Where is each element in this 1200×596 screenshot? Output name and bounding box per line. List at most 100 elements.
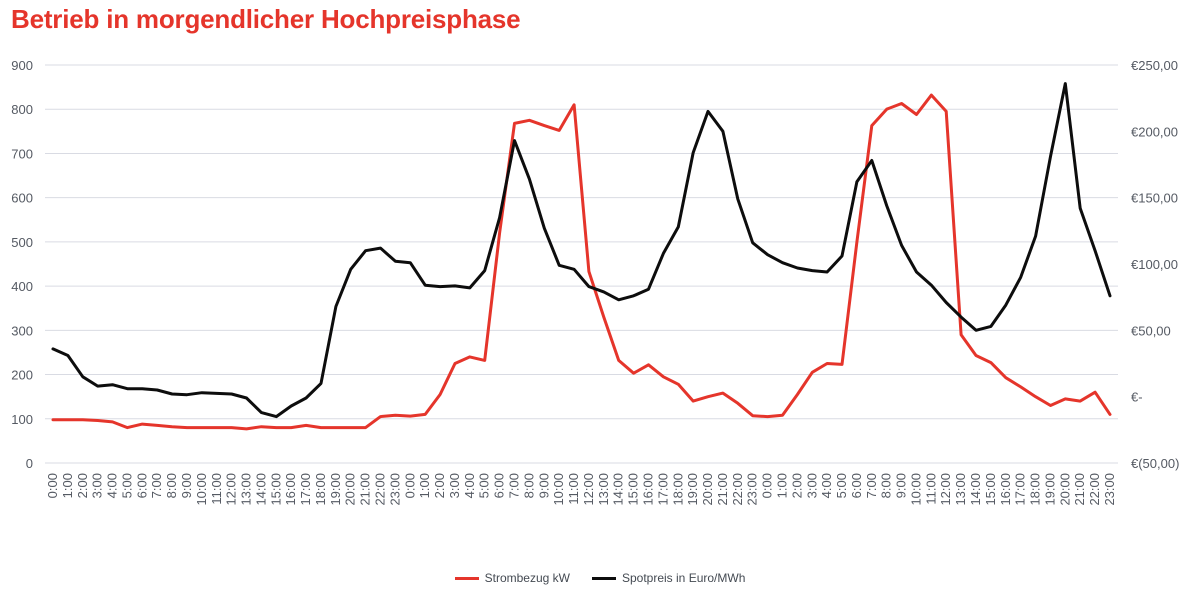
y-left-tick-label: 800 <box>11 102 33 117</box>
x-tick-label: 0:00 <box>45 473 60 498</box>
gridlines <box>45 64 1118 464</box>
x-tick-label: 3:00 <box>447 473 462 498</box>
x-tick-label: 6:00 <box>134 473 149 498</box>
x-tick-label: 18:00 <box>1028 473 1043 506</box>
legend-swatch-spotpreis <box>591 576 616 580</box>
y-right-tick-label: €200,00 <box>1131 124 1178 139</box>
x-tick-label: 17:00 <box>1013 473 1028 506</box>
x-tick-label: 21:00 <box>358 473 373 506</box>
x-tick-label: 15:00 <box>268 473 283 506</box>
x-tick-label: 9:00 <box>536 473 551 498</box>
series-line-spotpreis <box>51 82 1112 419</box>
y-right-tick-label: €150,00 <box>1131 191 1178 206</box>
x-tick-label: 14:00 <box>611 473 626 506</box>
x-tick-label: 19:00 <box>1042 473 1057 506</box>
x-tick-label: 1:00 <box>417 473 432 498</box>
y-left-tick-label: 400 <box>11 279 33 294</box>
y-right-tick-label: €- <box>1131 390 1143 405</box>
x-tick-label: 13:00 <box>953 473 968 506</box>
x-tick-label: 13:00 <box>596 473 611 506</box>
x-tick-label: 16:00 <box>283 473 298 506</box>
x-tick-label: 21:00 <box>715 473 730 506</box>
legend-label-spotpreis: Spotpreis in Euro/MWh <box>621 571 746 585</box>
x-tick-label: 23:00 <box>745 473 760 506</box>
legend-item-strombezug: Strombezug kW <box>454 571 570 585</box>
x-tick-label: 11:00 <box>923 473 938 505</box>
x-tick-label: 7:00 <box>149 473 164 498</box>
x-tick-label: 16:00 <box>998 473 1013 506</box>
x-tick-label: 5:00 <box>477 473 492 498</box>
x-tick-label: 16:00 <box>640 473 655 506</box>
x-tick-label: 19:00 <box>328 473 343 506</box>
x-tick-label: 13:00 <box>239 473 254 506</box>
y-left-tick-label: 200 <box>11 368 33 383</box>
x-tick-label: 11:00 <box>209 473 224 505</box>
y-right-tick-label: €250,00 <box>1131 58 1178 73</box>
left-axis-ticks: 0 100 200 300 400 500 600 700 800 900 <box>11 58 33 471</box>
x-tick-label: 6:00 <box>849 473 864 498</box>
y-left-tick-label: 900 <box>11 58 33 73</box>
x-tick-label: 14:00 <box>968 473 983 506</box>
x-tick-label: 9:00 <box>894 473 909 498</box>
x-tick-label: 10:00 <box>194 473 209 506</box>
y-right-tick-label: €(50,00) <box>1131 456 1179 471</box>
x-tick-label: 4:00 <box>819 473 834 498</box>
x-tick-label: 15:00 <box>983 473 998 506</box>
x-tick-label: 22:00 <box>730 473 745 506</box>
x-tick-label: 17:00 <box>298 473 313 506</box>
x-tick-label: 22:00 <box>1087 473 1102 506</box>
x-tick-label: 1:00 <box>60 473 75 498</box>
x-tick-label: 18:00 <box>670 473 685 506</box>
y-left-tick-label: 300 <box>11 323 33 338</box>
y-right-tick-label: €50,00 <box>1131 323 1171 338</box>
x-tick-label: 9:00 <box>179 473 194 498</box>
x-tick-label: 6:00 <box>492 473 507 498</box>
x-tick-label: 2:00 <box>789 473 804 498</box>
x-tick-label: 23:00 <box>387 473 402 506</box>
legend-swatch-strombezug <box>454 576 479 580</box>
x-tick-label: 22:00 <box>373 473 388 506</box>
x-tick-label: 21:00 <box>1072 473 1087 506</box>
x-tick-label: 5:00 <box>834 473 849 498</box>
x-tick-label: 10:00 <box>908 473 923 506</box>
x-tick-label: 11:00 <box>566 473 581 505</box>
x-tick-label: 0:00 <box>402 473 417 498</box>
x-tick-label: 12:00 <box>938 473 953 506</box>
y-left-tick-label: 700 <box>11 146 33 161</box>
x-tick-label: 4:00 <box>105 473 120 498</box>
x-tick-label: 15:00 <box>626 473 641 506</box>
x-tick-label: 0:00 <box>760 473 775 498</box>
legend: Strombezug kW Spotpreis in Euro/MWh <box>0 571 1200 585</box>
x-tick-label: 12:00 <box>224 473 239 506</box>
right-axis-ticks: €(50,00) €- €50,00 €100,00 €150,00 €200,00 €25… <box>1131 58 1179 471</box>
x-tick-label: 17:00 <box>655 473 670 506</box>
x-tick-label: 19:00 <box>685 473 700 506</box>
x-tick-label: 1:00 <box>774 473 789 498</box>
y-left-tick-label: 600 <box>11 191 33 206</box>
x-tick-label: 4:00 <box>462 473 477 498</box>
x-tick-label: 14:00 <box>253 473 268 506</box>
series-line-strombezug <box>51 93 1112 431</box>
x-tick-label: 5:00 <box>119 473 134 498</box>
series-lines <box>51 82 1112 431</box>
x-tick-label: 23:00 <box>1102 473 1117 506</box>
y-left-tick-label: 500 <box>11 235 33 250</box>
x-tick-label: 8:00 <box>164 473 179 498</box>
y-left-tick-label: 0 <box>26 456 33 471</box>
x-tick-label: 3:00 <box>804 473 819 498</box>
x-tick-label: 8:00 <box>521 473 536 498</box>
x-tick-label: 7:00 <box>507 473 522 498</box>
x-tick-label: 2:00 <box>75 473 90 498</box>
x-tick-label: 3:00 <box>90 473 105 498</box>
x-tick-label: 18:00 <box>313 473 328 506</box>
legend-item-spotpreis: Spotpreis in Euro/MWh <box>591 571 746 585</box>
x-tick-label: 20:00 <box>700 473 715 506</box>
x-tick-label: 20:00 <box>1057 473 1072 506</box>
x-tick-label: 10:00 <box>551 473 566 506</box>
chart-title: Betrieb in morgendlicher Hochpreisphase <box>11 4 521 34</box>
x-tick-label: 8:00 <box>879 473 894 498</box>
x-axis-ticks: 0:00 1:00 2:00 3:00 4:00 5:00 6:00 7:00 8:00 9:00… <box>45 473 1117 506</box>
y-right-tick-label: €100,00 <box>1131 257 1178 272</box>
y-left-tick-label: 100 <box>11 412 33 427</box>
